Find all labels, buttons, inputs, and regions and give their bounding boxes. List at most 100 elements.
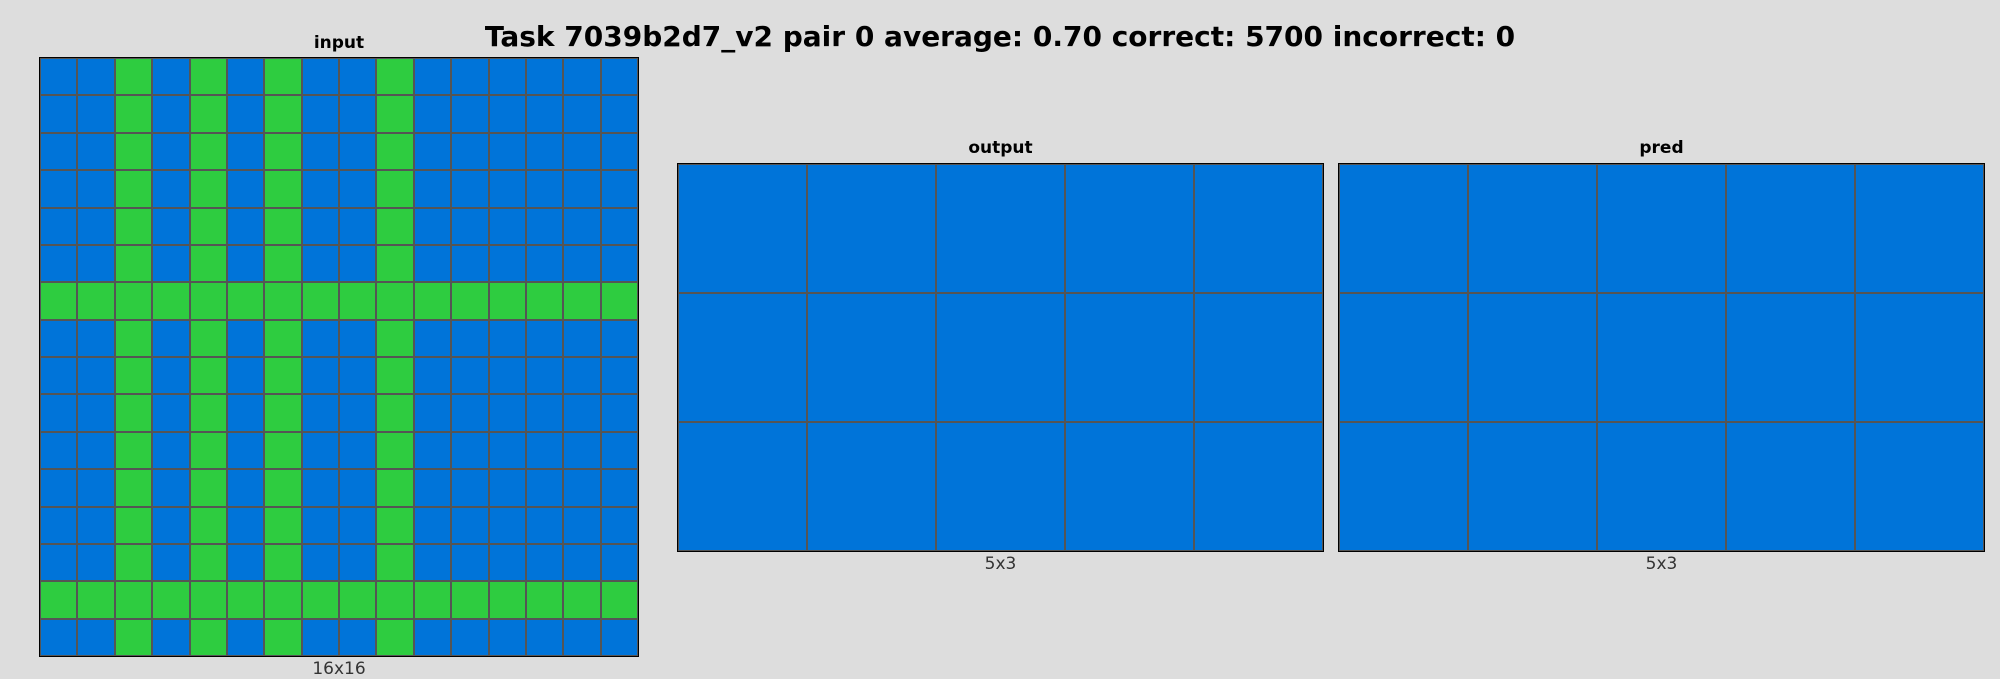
input-cell [451, 581, 489, 619]
input-cell [339, 581, 377, 619]
input-cell [600, 543, 638, 582]
input-cell [451, 357, 489, 395]
input-cell [376, 618, 414, 656]
input-cell [226, 170, 265, 208]
input-cell [563, 431, 601, 470]
input-cell [488, 282, 526, 320]
input-cell [488, 506, 526, 544]
input-cell [451, 58, 489, 96]
input-cell [563, 506, 601, 544]
output-dims: 5x3 [984, 554, 1017, 574]
input-cell [525, 581, 564, 619]
output-cell [1065, 164, 1194, 293]
input-cell [152, 581, 190, 619]
output-cell [807, 422, 936, 551]
input-cell [451, 282, 489, 320]
input-cell [413, 244, 452, 283]
pred-cell [1597, 293, 1726, 422]
input-cell [600, 58, 638, 96]
input-cell [376, 319, 414, 357]
input-cell [226, 581, 265, 619]
input-cell [40, 469, 78, 507]
input-cell [339, 95, 377, 133]
input-cell [376, 58, 414, 96]
input-cell [413, 95, 452, 133]
input-cell [563, 469, 601, 507]
output-cell [1065, 293, 1194, 422]
input-cell [488, 431, 526, 470]
input-cell [264, 170, 302, 208]
output-grid [677, 163, 1324, 552]
input-cell [525, 282, 564, 320]
input-cell [563, 244, 601, 283]
output-cell [936, 293, 1065, 422]
input-cell [451, 244, 489, 283]
input-cell [600, 394, 638, 432]
input-cell [114, 469, 153, 507]
input-cell [600, 95, 638, 133]
input-cell [189, 58, 227, 96]
input-cell [114, 618, 153, 656]
input-cell [189, 431, 227, 470]
input-cell [488, 95, 526, 133]
input-cell [563, 394, 601, 432]
input-cell [77, 170, 115, 208]
input-cell [488, 244, 526, 283]
input-cell [152, 207, 190, 245]
input-cell [264, 244, 302, 283]
input-cell [189, 394, 227, 432]
input-cell [600, 319, 638, 357]
pred-cell [1855, 422, 1984, 551]
input-cell [413, 394, 452, 432]
input-cell [114, 282, 153, 320]
input-cell [152, 431, 190, 470]
input-cell [339, 319, 377, 357]
input-cell [264, 207, 302, 245]
input-cell [563, 618, 601, 656]
input-cell [339, 469, 377, 507]
output-cell [1194, 164, 1323, 293]
input-cell [152, 282, 190, 320]
input-cell [264, 581, 302, 619]
input-cell [152, 95, 190, 133]
pred-cell [1339, 293, 1468, 422]
input-cell [40, 244, 78, 283]
input-cell [563, 95, 601, 133]
input-cell [488, 543, 526, 582]
input-cell [152, 244, 190, 283]
input-cell [301, 506, 339, 544]
input-cell [376, 244, 414, 283]
input-cell [40, 618, 78, 656]
input-cell [339, 618, 377, 656]
input-cell [152, 319, 190, 357]
input-cell [152, 357, 190, 395]
input-cell [40, 58, 78, 96]
input-cell [451, 506, 489, 544]
input-cell [226, 207, 265, 245]
input-cell [413, 319, 452, 357]
output-cell [807, 164, 936, 293]
pred-cell [1855, 293, 1984, 422]
input-cell [376, 581, 414, 619]
input-cell [525, 357, 564, 395]
input-cell [413, 207, 452, 245]
input-cell [525, 132, 564, 171]
input-cell [451, 132, 489, 171]
input-cell [376, 543, 414, 582]
input-cell [413, 543, 452, 582]
input-cell [563, 282, 601, 320]
input-cell [413, 431, 452, 470]
input-cell [189, 319, 227, 357]
input-cell [339, 506, 377, 544]
input-cell [339, 431, 377, 470]
input-cell [413, 506, 452, 544]
input-cell [301, 170, 339, 208]
input-cell [189, 170, 227, 208]
input-cell [114, 506, 153, 544]
input-cell [413, 581, 452, 619]
input-cell [600, 244, 638, 283]
input-cell [413, 357, 452, 395]
input-cell [264, 543, 302, 582]
input-cell [600, 469, 638, 507]
input-cell [189, 244, 227, 283]
